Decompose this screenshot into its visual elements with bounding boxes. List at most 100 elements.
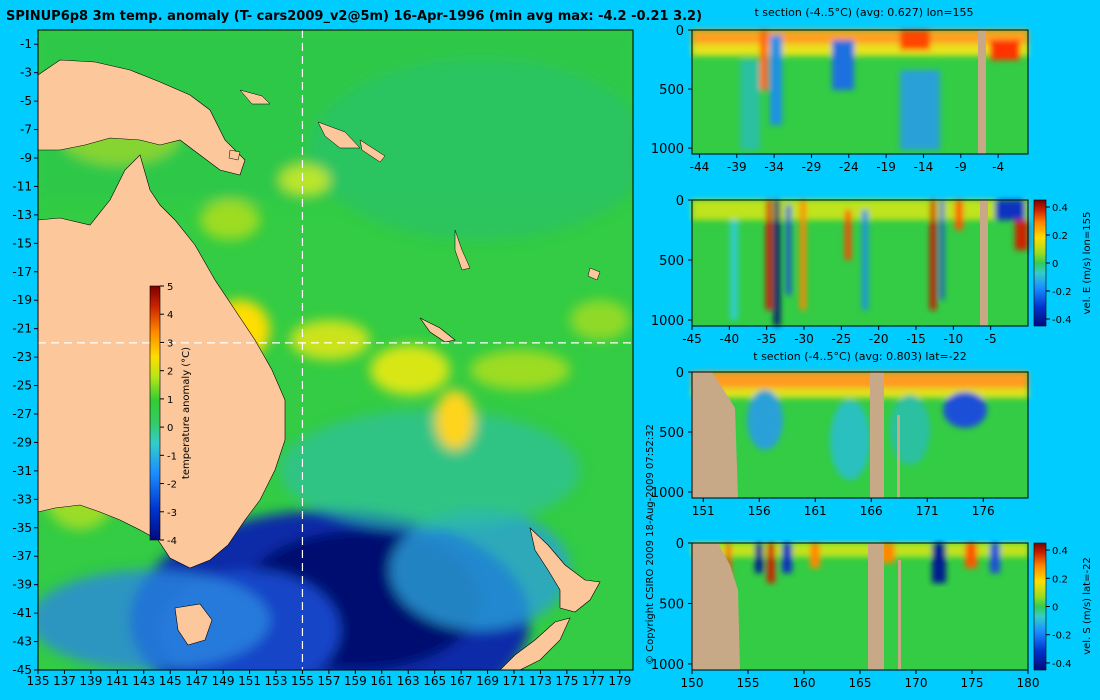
map-y-tick-label: -41 — [12, 606, 32, 620]
map-colorbar-tick-label: 2 — [167, 367, 173, 378]
section4-colorbar-label: vel. S (m/s) lat=-22 — [1082, 557, 1093, 655]
land-islands — [228, 89, 601, 281]
map-y-tick-label: -37 — [12, 549, 32, 563]
figure-title: SPINUP6p8 3m temp. anomaly (T- cars2009_… — [6, 9, 702, 24]
section3-land — [692, 372, 738, 498]
section2-y-tick-label: 0 — [676, 194, 684, 209]
map-y-tick-label: -45 — [12, 663, 32, 677]
section1-x-tick-label: -9 — [955, 160, 967, 174]
section4-colorbar-tick-label: 0.4 — [1052, 546, 1068, 557]
map-colorbar-tick-label: 4 — [167, 310, 173, 321]
map-x-tick-label: 177 — [582, 674, 605, 688]
land-new-zealand-south — [499, 617, 571, 670]
section2-y-tick-label: 1000 — [651, 314, 684, 329]
map-y-tick-label: -13 — [12, 208, 32, 222]
map-x-tick-label: 145 — [159, 674, 182, 688]
map-x-tick-label: 143 — [132, 674, 155, 688]
map-x-ticks: 135 137 139 141 143 145 147 149 151 153 155 157 159 1… — [27, 670, 631, 688]
section1-x-tick-label: -24 — [839, 160, 859, 174]
map-x-tick-label: 165 — [423, 674, 446, 688]
section2-x-tick-label: -40 — [720, 332, 740, 346]
section1-panel: t section (-4..5°C) (avg: 0.627) lon=155… — [651, 6, 1029, 174]
section1-x-tick-label: -4 — [992, 160, 1004, 174]
map-colorbar-tick-label: -3 — [167, 508, 177, 519]
map-colorbar-tick-label: 0 — [167, 423, 173, 434]
section2-x-tick-label: -45 — [682, 332, 702, 346]
section2-x-tick-label: -35 — [757, 332, 777, 346]
section4-y-tick-label: 1000 — [651, 658, 684, 673]
section1-title: t section (-4..5°C) (avg: 0.627) lon=155 — [754, 6, 973, 19]
land-australia — [38, 154, 286, 569]
section4-panel: 150 155 160 165 170 175 180 0 500 1000 0.4 0.2 0 -0.2… — [651, 537, 1093, 690]
map-x-tick-label: 159 — [344, 674, 367, 688]
section4-colorbar-tick-label: -0.4 — [1052, 659, 1072, 670]
section2-colorbar-label: vel. E (m/s) lon=155 — [1082, 212, 1093, 315]
section2-x-tick-label: -10 — [944, 332, 964, 346]
map-x-tick-label: 179 — [608, 674, 631, 688]
map-y-tick-label: -27 — [12, 407, 32, 421]
map-y-tick-label: -39 — [12, 578, 32, 592]
land-new-zealand-north — [529, 527, 601, 613]
map-y-ticks: -1 -3 -5 -7 -9 -11 -13 -15 -17 -19 -21 -23 -25 -27 -29… — [12, 37, 38, 677]
section3-x-tick-label: 176 — [972, 504, 995, 518]
map-y-tick-label: -43 — [12, 635, 32, 649]
map-x-tick-label: 163 — [397, 674, 420, 688]
section4-y-tick-label: 500 — [659, 597, 684, 612]
map-x-tick-label: 173 — [529, 674, 552, 688]
map-y-tick-label: -31 — [12, 464, 32, 478]
section4-x-tick-label: 155 — [737, 676, 760, 690]
map-y-tick-label: -29 — [12, 435, 32, 449]
map-x-tick-label: 139 — [79, 674, 102, 688]
land-new-caledonia — [419, 317, 456, 343]
map-colorbar-tick-label: -2 — [167, 480, 177, 491]
section4-x-tick-label: 175 — [961, 676, 984, 690]
map-y-tick-label: -5 — [20, 94, 32, 108]
section3-x-tick-label: 171 — [916, 504, 939, 518]
section4-x-tick-label: 170 — [905, 676, 928, 690]
section1-x-tick-label: -34 — [764, 160, 784, 174]
land-new-guinea — [38, 59, 246, 176]
map-y-tick-label: -17 — [12, 265, 32, 279]
map-y-tick-label: -21 — [12, 322, 32, 336]
section1-x-tick-label: -14 — [914, 160, 934, 174]
section1-x-tick-label: -19 — [876, 160, 896, 174]
map-y-tick-label: -11 — [12, 179, 32, 193]
section2-x-tick-label: -25 — [832, 332, 852, 346]
section3-x-tick-label: 166 — [860, 504, 883, 518]
section3-pattern — [692, 372, 1028, 480]
map-x-tick-label: 175 — [555, 674, 578, 688]
section1-y-tick-label: 1000 — [651, 142, 684, 157]
map-x-tick-label: 137 — [53, 674, 76, 688]
map-x-tick-label: 135 — [27, 674, 50, 688]
map-y-tick-label: -25 — [12, 379, 32, 393]
land-tasmania — [174, 603, 213, 646]
map-x-tick-label: 149 — [212, 674, 235, 688]
map-colorbar-tick-label: 3 — [167, 338, 173, 349]
section2-x-tick-label: -15 — [906, 332, 926, 346]
section3-title: t section (-4..5°C) (avg: 0.803) lat=-22 — [753, 350, 966, 363]
map-x-tick-label: 151 — [238, 674, 261, 688]
map-x-tick-label: 161 — [370, 674, 393, 688]
section4-colorbar-tick-label: 0.2 — [1052, 574, 1068, 585]
map-y-tick-label: -15 — [12, 236, 32, 250]
map-y-tick-label: -35 — [12, 521, 32, 535]
section1-x-tick-label: -44 — [690, 160, 710, 174]
section2-colorbar-tick-label: 0.4 — [1052, 203, 1068, 214]
map-y-tick-label: -23 — [12, 350, 32, 364]
map-colorbar-tick-label: -4 — [167, 536, 177, 547]
section3-panel: t section (-4..5°C) (avg: 0.803) lat=-22… — [651, 350, 1029, 518]
map-y-tick-label: -1 — [20, 37, 32, 51]
map-colorbar-tick-label: -1 — [167, 451, 177, 462]
section2-colorbar-tick-label: 0.2 — [1052, 231, 1068, 242]
section3-x-tick-label: 151 — [692, 504, 715, 518]
section2-x-tick-label: -5 — [985, 332, 997, 346]
map-x-tick-label: 169 — [476, 674, 499, 688]
map-colorbar: 5 4 3 2 1 0 -1 -2 -3 -4 temperature anomaly (°C) — [149, 282, 192, 547]
map-colorbar-tick-label: 1 — [167, 395, 173, 406]
section1-y-tick-label: 500 — [659, 83, 684, 98]
map-x-tick-label: 155 — [291, 674, 314, 688]
section4-colorbar-tick-label: -0.2 — [1052, 631, 1072, 642]
map-colorbar-label: temperature anomaly (°C) — [181, 347, 192, 479]
map-x-tick-label: 153 — [265, 674, 288, 688]
map-x-tick-label: 141 — [106, 674, 129, 688]
